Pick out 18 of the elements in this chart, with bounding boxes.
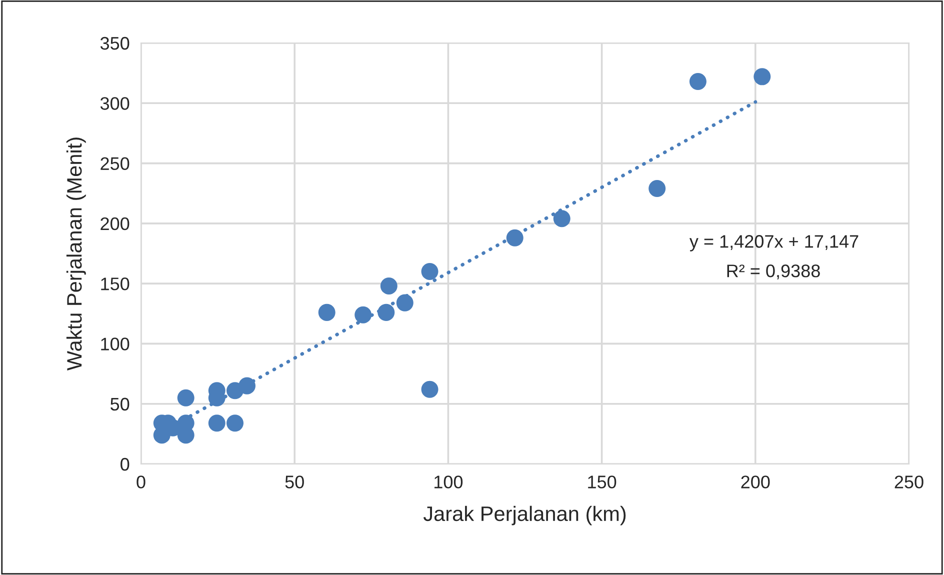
x-tick-label: 250 bbox=[894, 476, 924, 488]
x-tick-label: 0 bbox=[136, 476, 146, 488]
y-tick-label: 50 bbox=[110, 398, 130, 411]
y-tick-label: 150 bbox=[101, 278, 130, 290]
annotation: y = 1,4207x + 17,147 bbox=[689, 235, 858, 252]
annotation: R² = 0,9388 bbox=[727, 264, 820, 280]
y-axis-title: Waktu Perjalanan (Menit) bbox=[66, 138, 86, 371]
x-tick-label: 200 bbox=[741, 476, 770, 488]
x-axis-title: Jarak Perjalanan (km) bbox=[423, 506, 626, 526]
x-tick-label: 150 bbox=[588, 476, 616, 488]
y-tick-label: 200 bbox=[100, 217, 130, 230]
x-tick-label: 100 bbox=[434, 476, 463, 488]
y-tick-label: 100 bbox=[101, 338, 130, 350]
y-tick-label: 250 bbox=[100, 157, 130, 170]
x-tick-label: 50 bbox=[285, 476, 304, 488]
y-tick-label: 0 bbox=[120, 458, 130, 471]
y-tick-label: 350 bbox=[100, 36, 130, 50]
y-tick-label: 300 bbox=[100, 97, 130, 110]
